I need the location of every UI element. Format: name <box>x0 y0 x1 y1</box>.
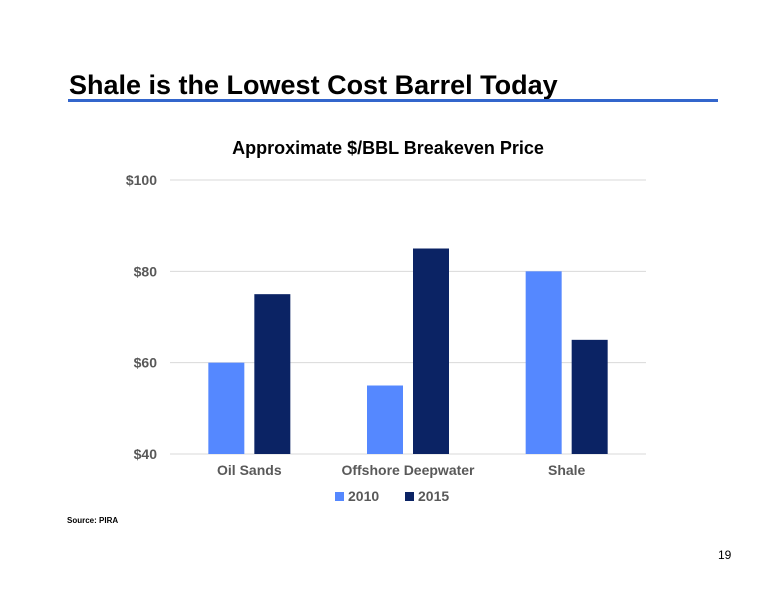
bar-2015-offshore-deepwater <box>413 248 449 454</box>
bar-2010-offshore-deepwater <box>367 385 403 454</box>
legend-label-2010: 2010 <box>348 488 379 504</box>
legend-swatch-2015 <box>405 492 414 501</box>
source-note: Source: PIRA <box>67 516 119 525</box>
page-number: 19 <box>718 548 732 562</box>
y-tick-label: $40 <box>134 446 158 462</box>
legend-label-2015: 2015 <box>418 488 449 504</box>
x-tick-label: Oil Sands <box>217 462 282 478</box>
x-tick-label: Shale <box>548 462 586 478</box>
bar-2010-shale <box>525 271 562 454</box>
bar-2010-oil-sands <box>208 362 245 454</box>
chart-title: Approximate $/BBL Breakeven Price <box>232 138 544 158</box>
y-tick-label: $100 <box>126 172 157 188</box>
title-rule <box>68 99 718 102</box>
x-tick-label: Offshore Deepwater <box>341 462 475 478</box>
y-tick-label: $80 <box>134 263 158 279</box>
legend-swatch-2010 <box>335 492 344 501</box>
slide-title: Shale is the Lowest Cost Barrel Today <box>69 70 558 100</box>
bar-2015-oil-sands <box>254 294 291 454</box>
bar-2015-shale <box>571 339 608 454</box>
y-tick-label: $60 <box>134 355 158 371</box>
